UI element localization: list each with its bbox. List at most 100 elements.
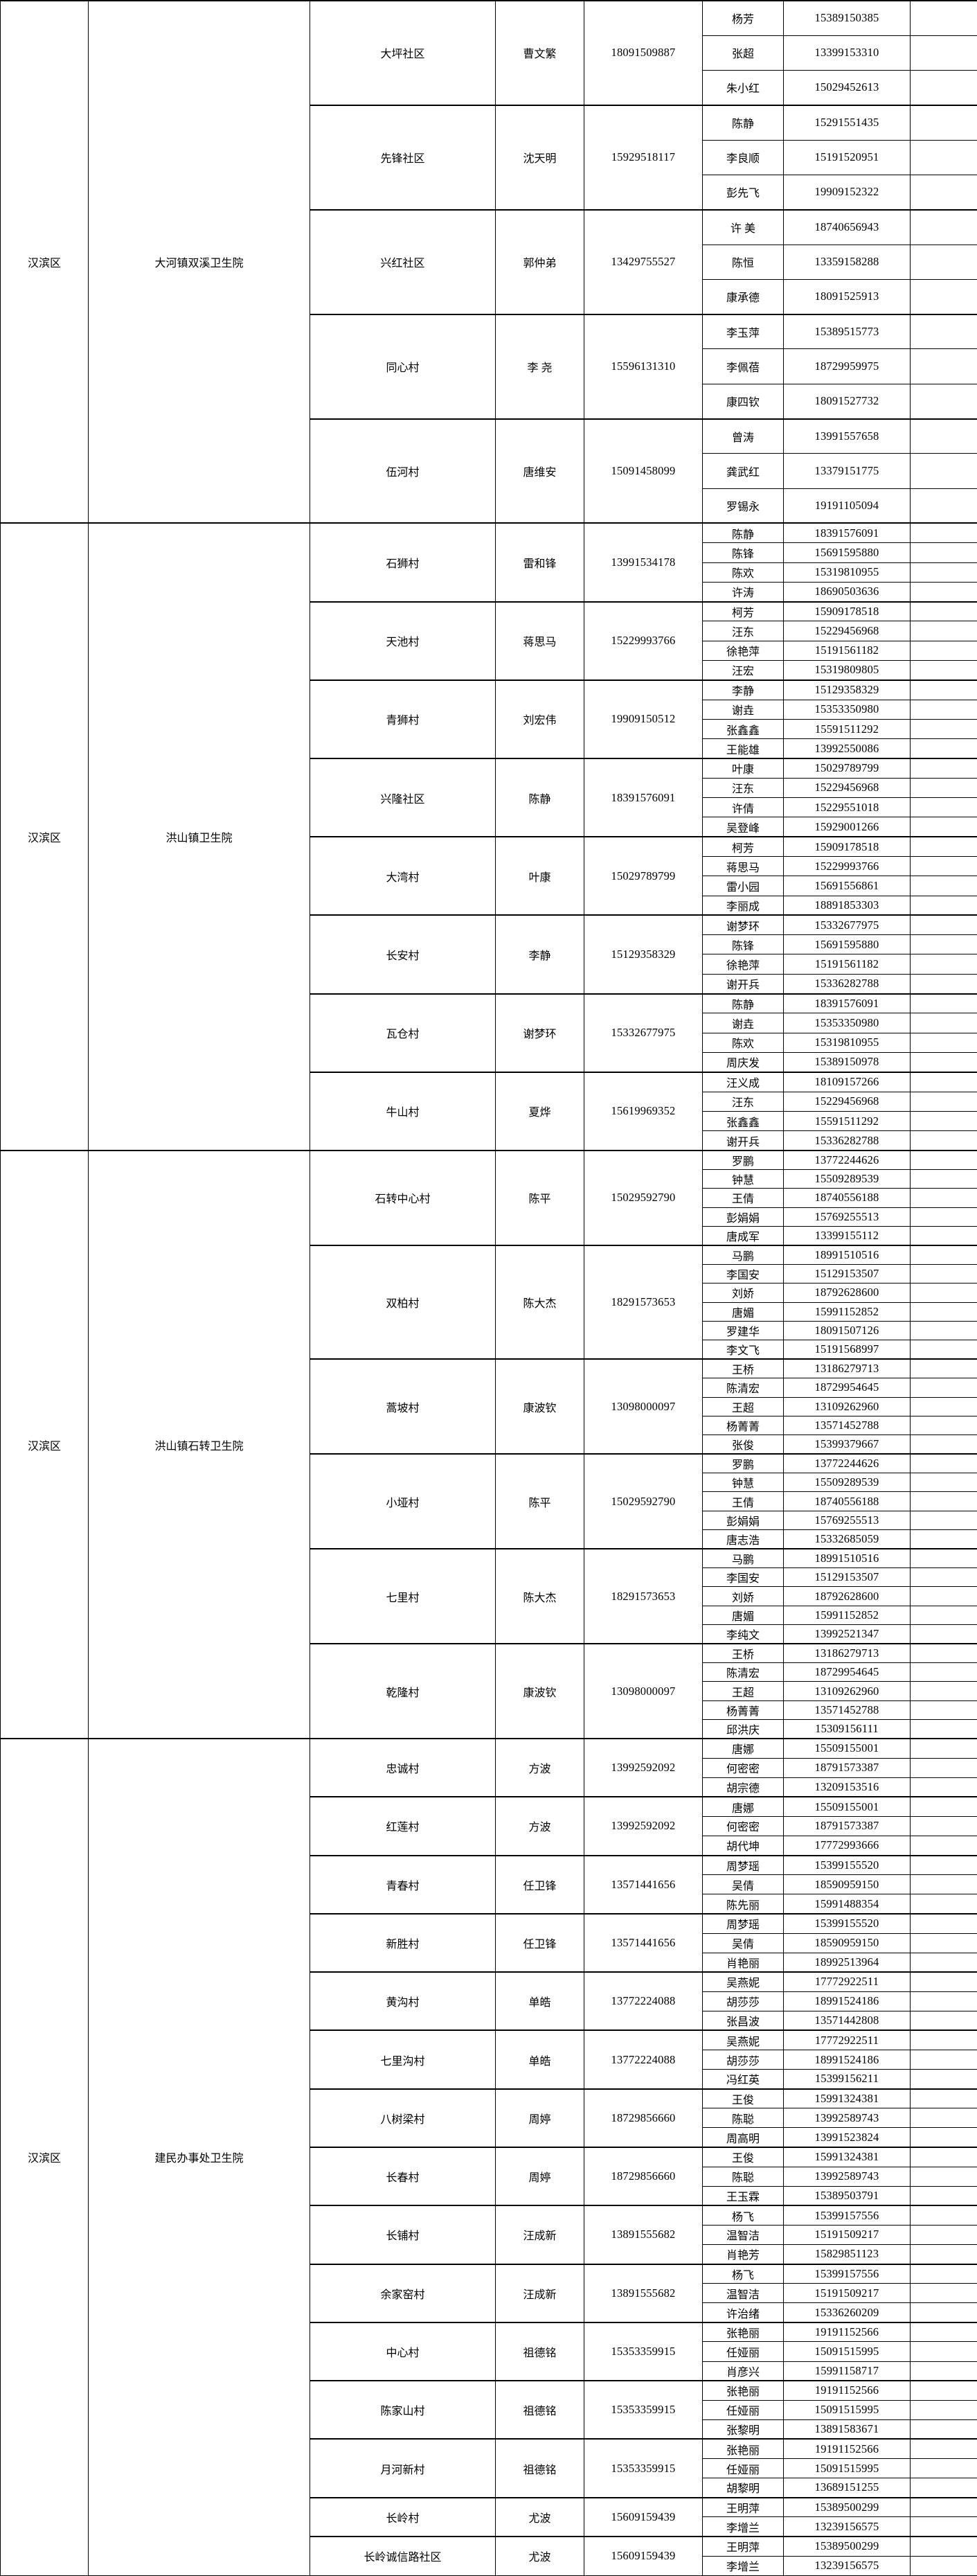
village-cell: 青狮村 <box>310 679 496 759</box>
contact-name-cell: 陈锋 <box>702 934 784 955</box>
note-cell <box>910 581 977 603</box>
table-row: 谢垚 15353350980 <box>1 1013 977 1033</box>
contact-name-cell: 肖艳芳 <box>702 2244 784 2265</box>
contact-name-cell: 曾涛 <box>702 418 784 454</box>
table-row: 刘娇 18792628600 <box>1 1283 977 1303</box>
village-cell: 余家窑村 <box>310 2263 496 2323</box>
contact-name-cell: 肖艳丽 <box>702 1952 784 1973</box>
contact-name-cell: 王俊 <box>702 2088 784 2109</box>
leader-name-cell: 陈大杰 <box>495 1548 584 1644</box>
contact-name-cell: 任娅丽 <box>702 2399 784 2420</box>
note-cell <box>910 2361 977 2381</box>
contact-name-cell: 汪东 <box>702 777 784 799</box>
table-row: 李纯文 13992521347 <box>1 1624 977 1644</box>
contact-phone-cell: 18891853303 <box>783 895 911 916</box>
contact-phone-cell: 18992513964 <box>783 1952 911 1973</box>
village-cell: 月河新村 <box>310 2438 496 2498</box>
contact-phone-cell: 15509155001 <box>783 1738 911 1759</box>
contact-phone-cell: 15829851123 <box>783 2244 911 2265</box>
hospital-cell: 洪山镇卫生院 <box>88 522 310 1151</box>
leader-name-cell: 康波钦 <box>495 1358 584 1455</box>
contact-phone-cell: 15509289539 <box>783 1169 911 1189</box>
contact-name-cell: 朱小红 <box>702 70 784 106</box>
contact-phone-cell: 15399157556 <box>783 2263 911 2284</box>
contact-name-cell: 张艳丽 <box>702 2438 784 2460</box>
contact-name-cell: 李纯文 <box>702 1624 784 1644</box>
contact-phone-cell: 17772922511 <box>783 2029 911 2051</box>
table-row: 周高明 13991523824 <box>1 2127 977 2148</box>
contact-phone-cell: 13992589743 <box>783 2166 911 2187</box>
village-cell: 伍河村 <box>310 418 496 524</box>
leader-name-cell: 康波钦 <box>495 1643 584 1739</box>
village-cell: 长春村 <box>310 2147 496 2206</box>
village-cell: 小垭村 <box>310 1453 496 1549</box>
note-cell <box>910 1320 977 1341</box>
note-cell <box>910 2224 977 2246</box>
contact-phone-cell: 18729959975 <box>783 348 911 384</box>
contact-name-cell: 许 美 <box>702 208 784 245</box>
contact-phone-cell: 15909178518 <box>783 836 911 858</box>
table-row: 徐艳萍 15191561182 <box>1 640 977 661</box>
contact-phone-cell: 18740556188 <box>783 1491 911 1511</box>
contact-phone-cell: 15353350980 <box>783 699 911 720</box>
table-row: 李佩蓓 18729959975 <box>1 348 977 384</box>
table-row: 长岭村 尤波 15609159439 王明萍 15389500299 <box>1 2496 977 2537</box>
note-cell <box>910 313 977 350</box>
contact-phone-cell: 13571442808 <box>783 2010 911 2031</box>
note-cell <box>910 679 977 700</box>
note-cell <box>910 1396 977 1416</box>
contact-phone-cell: 15509155001 <box>783 1796 911 1817</box>
contact-phone-cell: 15929001266 <box>783 817 911 837</box>
contact-name-cell: 吴倩 <box>702 1933 784 1953</box>
note-cell <box>910 1188 977 1208</box>
leader-phone-cell: 19909150512 <box>584 679 703 759</box>
note-cell <box>910 2458 977 2479</box>
table-row: 彭娟娟 15769255513 <box>1 1207 977 1227</box>
table-row: 任娅丽 15091515995 <box>1 2341 977 2362</box>
contact-name-cell: 汪东 <box>702 621 784 641</box>
contact-name-cell: 罗建华 <box>702 1320 784 1341</box>
note-cell <box>910 2283 977 2304</box>
contact-name-cell: 汪义成 <box>702 1071 784 1092</box>
leader-name-cell: 沈天明 <box>495 104 584 211</box>
table-row: 伍河村 唐维安 15091458099 曾涛 13991557658 <box>1 418 977 524</box>
leader-name-cell: 陈平 <box>495 1149 584 1246</box>
contact-name-cell: 陈锋 <box>702 542 784 563</box>
table-row: 彭先飞 19909152322 <box>1 174 977 211</box>
leader-name-cell: 谢梦环 <box>495 993 584 1073</box>
contact-phone-cell: 13772244626 <box>783 1453 911 1474</box>
table-row: 唐志浩 15332685059 <box>1 1529 977 1549</box>
village-cell: 兴隆社区 <box>310 758 496 837</box>
contact-name-cell: 唐娜 <box>702 1738 784 1759</box>
note-cell <box>910 1091 977 1112</box>
contact-name-cell: 王超 <box>702 1396 784 1416</box>
table-row: 张鑫鑫 15591511292 <box>1 718 977 740</box>
table-row: 张鑫鑫 15591511292 <box>1 1110 977 1132</box>
contact-name-cell: 王超 <box>702 1681 784 1701</box>
leader-name-cell: 祖德铭 <box>495 2438 584 2498</box>
contact-name-cell: 温智洁 <box>702 2283 784 2304</box>
leader-name-cell: 曹文繁 <box>495 0 584 106</box>
table-row: 汉滨区 洪山镇石转卫生院 石转中心村 陈平 15029592790 罗鹏 137722446… <box>0 1149 977 1739</box>
leader-phone-cell: 15929518117 <box>584 104 703 211</box>
village-cell: 七里村 <box>310 1548 496 1644</box>
contact-name-cell: 张艳丽 <box>702 2321 784 2343</box>
note-cell <box>910 1548 977 1569</box>
note-cell <box>910 418 977 454</box>
contact-name-cell: 罗鹏 <box>702 1149 784 1170</box>
leader-name-cell: 任卫锋 <box>495 1912 584 1973</box>
note-cell <box>910 2166 977 2187</box>
contact-phone-cell: 15191561182 <box>783 640 911 661</box>
contact-phone-cell: 15191561182 <box>783 954 911 975</box>
leader-phone-cell: 15229993766 <box>584 601 703 681</box>
note-cell <box>910 1434 977 1455</box>
contact-phone-cell: 19191152566 <box>783 2438 911 2460</box>
leader-phone-cell: 13571441656 <box>584 1854 703 1915</box>
leader-phone-cell: 13891555682 <box>584 2205 703 2265</box>
leader-phone-cell: 13991534178 <box>584 522 703 603</box>
contact-phone-cell: 15191509217 <box>783 2283 911 2304</box>
note-cell <box>910 174 977 211</box>
district-cell: 汉滨区 <box>0 0 89 524</box>
table-row: 陈聪 13992589743 <box>1 2166 977 2187</box>
leader-name-cell: 单皓 <box>495 2029 584 2090</box>
